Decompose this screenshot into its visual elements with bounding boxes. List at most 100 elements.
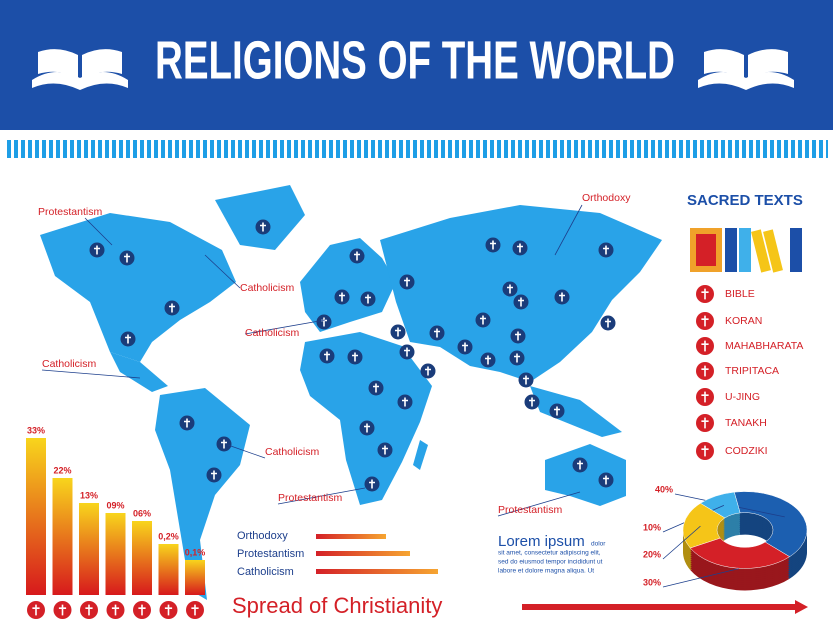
icon-symbol bbox=[94, 245, 100, 255]
sacred-text: TANAKH bbox=[725, 417, 767, 429]
icon-symbol bbox=[603, 475, 609, 485]
icon-symbol bbox=[603, 245, 609, 255]
page-title: RELIGIONS OF THE WORLD bbox=[155, 30, 675, 90]
icon-symbol bbox=[354, 251, 360, 261]
sacred-text: MAHABHARATA bbox=[725, 340, 803, 352]
bar bbox=[79, 503, 99, 595]
sacred-text: U-JING bbox=[725, 391, 760, 403]
bar bbox=[26, 438, 46, 595]
icon-symbol bbox=[514, 353, 520, 363]
bar-label: 22% bbox=[53, 465, 71, 475]
map-label: Catholicism bbox=[240, 282, 295, 294]
icon-symbol bbox=[369, 479, 375, 489]
legend-bars bbox=[316, 534, 438, 574]
donut-label: 20% bbox=[643, 549, 661, 559]
bar-chart: 33% 22% 13% 09% 06% 0,2% 0,1% bbox=[26, 425, 205, 619]
legend-label: Protestantism bbox=[237, 548, 304, 560]
bar-label: 13% bbox=[80, 490, 98, 500]
icon-symbol bbox=[85, 604, 93, 616]
icon-symbol bbox=[211, 470, 217, 480]
icon-symbol bbox=[701, 288, 709, 300]
bar-label: 06% bbox=[133, 508, 151, 518]
icon-symbol bbox=[701, 391, 709, 403]
sacred-text: CODZIKI bbox=[725, 445, 768, 457]
icon-symbol bbox=[125, 334, 131, 344]
icon-symbol bbox=[32, 604, 40, 616]
icon-symbol bbox=[434, 328, 440, 338]
lorem-body: dolor bbox=[591, 541, 606, 548]
icon-symbol bbox=[517, 243, 523, 253]
icon-symbol bbox=[221, 439, 227, 449]
map-label: Orthodoxy bbox=[582, 192, 631, 204]
icon-symbol bbox=[485, 355, 491, 365]
icon-symbol bbox=[111, 604, 120, 616]
bar bbox=[52, 478, 73, 595]
icon-symbol bbox=[365, 294, 371, 304]
footer-title: Spread of Christianity bbox=[232, 593, 442, 618]
map-label: Catholicism bbox=[42, 358, 97, 370]
book-icon bbox=[32, 49, 794, 90]
bar bbox=[105, 513, 126, 595]
map-label: Protestantism bbox=[278, 492, 342, 504]
legend-label: Catholicism bbox=[237, 566, 294, 578]
map-label: Protestantism bbox=[38, 206, 102, 218]
icon-symbol bbox=[701, 365, 709, 377]
icon-symbol bbox=[523, 375, 529, 385]
icon-symbol bbox=[480, 315, 486, 325]
world-map bbox=[40, 185, 662, 600]
icon-symbol bbox=[529, 397, 535, 407]
lorem-body: sit amet, consectetur adipiscing elit, bbox=[498, 550, 601, 557]
icon-symbol bbox=[554, 406, 560, 416]
sacred-text: KORAN bbox=[725, 315, 762, 327]
lorem-body: sed do eiusmod tempor incididunt ut bbox=[498, 559, 603, 566]
sacred-text: TRIPITACA bbox=[725, 365, 779, 377]
icon-symbol bbox=[701, 417, 709, 429]
donut-chart: 40% 10% 20% 30% bbox=[643, 484, 808, 591]
icon-symbol bbox=[701, 340, 709, 352]
icon-symbol bbox=[515, 331, 521, 341]
map-label: Protestantism bbox=[498, 504, 562, 516]
lorem-body: labore et dolore magna aliqua. Ut bbox=[498, 568, 594, 575]
icon-symbol bbox=[507, 284, 513, 294]
donut-label: 10% bbox=[643, 522, 661, 532]
icon-symbol bbox=[352, 352, 358, 362]
bar-label: 09% bbox=[106, 500, 124, 510]
bar bbox=[132, 521, 152, 595]
map-leaders bbox=[41, 204, 583, 517]
arrow bbox=[522, 600, 808, 614]
icon-symbol bbox=[364, 423, 370, 433]
donut-segment bbox=[689, 537, 791, 569]
sacred-text: BIBLE bbox=[725, 288, 755, 300]
icon-symbol bbox=[138, 604, 146, 616]
sacred-texts-title: SACRED TEXTS bbox=[687, 192, 803, 209]
sacred-list: BIBLE KORAN MAHABHARATA TRIPITACA U-JING TANA… bbox=[696, 285, 803, 460]
bar-label: 0,2% bbox=[158, 531, 179, 541]
icon-symbol bbox=[701, 445, 709, 457]
icon-symbol bbox=[169, 303, 175, 313]
icon-symbol bbox=[518, 297, 524, 307]
icon-symbol bbox=[164, 604, 173, 616]
header-band bbox=[0, 0, 833, 130]
book-shelf bbox=[690, 228, 802, 273]
icon-symbol bbox=[184, 418, 190, 428]
bar bbox=[185, 560, 205, 595]
icon-symbol bbox=[324, 351, 330, 361]
stripe-band bbox=[6, 140, 828, 158]
icon-symbol bbox=[191, 604, 199, 616]
religion-icons bbox=[89, 219, 616, 492]
icon-symbol bbox=[124, 253, 130, 263]
bar-label: 33% bbox=[27, 425, 45, 435]
icon-symbol bbox=[260, 222, 266, 232]
icon-symbol bbox=[577, 460, 583, 470]
icon-symbol bbox=[395, 327, 401, 337]
icon-symbol bbox=[490, 240, 496, 250]
icon-symbol bbox=[58, 604, 67, 616]
icon-symbol bbox=[402, 397, 408, 407]
donut-leader bbox=[662, 525, 701, 560]
icon-symbol bbox=[404, 347, 410, 357]
donut-label: 30% bbox=[643, 577, 661, 587]
donut-segment bbox=[733, 491, 808, 557]
donut-label: 40% bbox=[655, 484, 673, 494]
lorem-title: Lorem ipsum bbox=[498, 533, 585, 550]
